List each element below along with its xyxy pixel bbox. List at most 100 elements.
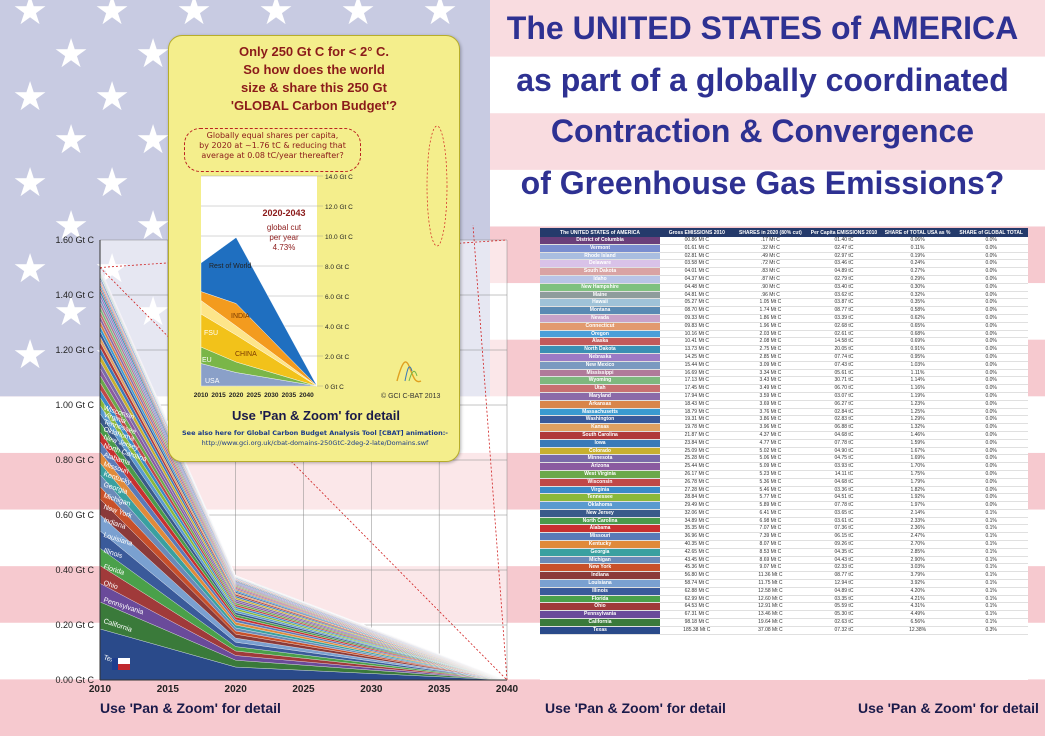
inset-cut-label: 4.73% bbox=[273, 243, 296, 252]
table-cell: 0.0% bbox=[954, 454, 1028, 464]
y-tick-label: 0.20 Gt C bbox=[55, 620, 94, 630]
table-cell: 26.78 Mt C bbox=[660, 478, 734, 487]
table-cell: 04.51 tC bbox=[807, 493, 881, 503]
table-cell: 0.1% bbox=[954, 618, 1028, 627]
table-cell: 1.86 Mt C bbox=[733, 314, 808, 323]
table-cell: 2.85% bbox=[880, 548, 955, 557]
table-row: Virginia 27.28 Mt C 5.46 Mt C 03.36 tC 1.82%… bbox=[540, 486, 1028, 495]
table-cell: 0.0% bbox=[954, 431, 1028, 440]
state-name-cell: Alaska bbox=[540, 337, 660, 347]
state-name-cell: Vermont bbox=[540, 244, 660, 253]
table-row: Kentucky 40.35 Mt C 8.07 Mt C 09.26 tC 2.70%… bbox=[540, 540, 1028, 549]
table-row: Massachusetts 18.79 Mt C 3.76 Mt C 02.84 tC… bbox=[540, 408, 1028, 417]
inset-url-link[interactable]: http://www.gci.org.uk/cbat-domains-250Gt… bbox=[201, 439, 429, 447]
table-cell: 0.24% bbox=[880, 259, 955, 269]
table-cell: 02.84 tC bbox=[807, 408, 881, 417]
table-cell: 0.1% bbox=[954, 524, 1028, 534]
pan-zoom-note-left[interactable]: Use 'Pan & Zoom' for detail bbox=[100, 700, 281, 716]
state-name-cell: Arkansas bbox=[540, 400, 660, 409]
table-cell: 0.0% bbox=[954, 400, 1028, 409]
table-cell: 0.0% bbox=[954, 353, 1028, 362]
inset-y-tick-label: 8.0 Gt C bbox=[325, 264, 350, 271]
table-row: New Jersey 32.06 Mt C 6.41 Mt C 03.65 tC 2.1… bbox=[540, 509, 1028, 518]
pan-zoom-note-middle[interactable]: Use 'Pan & Zoom' for detail bbox=[545, 700, 726, 716]
table-cell: 2.36% bbox=[880, 524, 955, 534]
global-regions-chart[interactable]: 0 Gt C 2.0 Gt C 4.0 Gt C 6.0 Gt C 8.0 Gt C 10… bbox=[169, 36, 459, 461]
table-cell: 0.3% bbox=[954, 626, 1028, 635]
table-cell: 3.49 Mt C bbox=[733, 384, 808, 393]
table-cell: 1.69% bbox=[880, 454, 955, 464]
table-cell: 0.0% bbox=[954, 259, 1028, 269]
table-cell: 3.69 Mt C bbox=[733, 400, 808, 409]
table-cell: 3.96 Mt C bbox=[733, 423, 808, 432]
table-cell: 0.11% bbox=[880, 244, 955, 253]
table-row: North Carolina 34.89 Mt C 6.98 Mt C 03.61 t… bbox=[540, 517, 1028, 526]
state-name-cell: Oklahoma bbox=[540, 501, 660, 510]
table-cell: 0.1% bbox=[954, 548, 1028, 557]
table-row: Minnesota 25.28 Mt C 5.06 Mt C 04.75 tC 1.69… bbox=[540, 454, 1028, 464]
table-cell: 12.60 Mt C bbox=[733, 595, 808, 604]
table-cell: 1.46% bbox=[880, 431, 955, 440]
inset-y-tick-label: 14.0 Gt C bbox=[325, 174, 353, 181]
y-tick-label: 0.00 Gt C bbox=[55, 675, 94, 685]
state-name-cell: Missouri bbox=[540, 532, 660, 542]
table-cell: 9.07 Mt C bbox=[733, 563, 808, 573]
table-cell: 35.35 Mt C bbox=[660, 524, 734, 534]
table-cell: 3.86 Mt C bbox=[733, 415, 808, 425]
state-name-cell: Florida bbox=[540, 595, 660, 604]
bubble-line-1: Globally equal shares per capita, bbox=[206, 131, 339, 140]
table-row: Illinois 62.88 Mt C 12.58 Mt C 04.89 tC 4.20… bbox=[540, 587, 1028, 596]
table-cell: 00.86 Mt C bbox=[660, 237, 734, 245]
table-cell: 0.1% bbox=[954, 571, 1028, 581]
table-cell: 1.92% bbox=[880, 493, 955, 503]
table-cell: 5.77 Mt C bbox=[733, 493, 808, 503]
state-name-cell: New York bbox=[540, 563, 660, 573]
inset-pan-zoom-note[interactable]: Use 'Pan & Zoom' for detail bbox=[232, 408, 400, 423]
table-cell: 0.0% bbox=[954, 291, 1028, 300]
state-name-cell: Maine bbox=[540, 291, 660, 300]
table-cell: 1.70% bbox=[880, 462, 955, 471]
table-row: Maryland 17.94 Mt C 3.59 Mt C 03.07 tC 1.19%… bbox=[540, 392, 1028, 401]
table-cell: 3.43 Mt C bbox=[733, 376, 808, 386]
table-cell: 0.0% bbox=[954, 345, 1028, 354]
table-row: Louisiana 58.74 Mt C 11.75 Mt C 12.94 tC 3.9… bbox=[540, 579, 1028, 588]
table-cell: 07.78 tC bbox=[807, 439, 881, 448]
table-cell: 1.19% bbox=[880, 392, 955, 401]
inset-region-label: INDIA bbox=[231, 313, 250, 320]
table-cell: 04.01 Mt C bbox=[660, 267, 734, 276]
table-cell: 01.61 Mt C bbox=[660, 244, 734, 253]
table-cell: 1.82% bbox=[880, 486, 955, 495]
flag-star-icon: ★ bbox=[12, 74, 48, 120]
x-tick-label: 2025 bbox=[292, 684, 315, 695]
table-cell: 1.79% bbox=[880, 478, 955, 487]
table-cell: 4.21% bbox=[880, 595, 955, 604]
table-cell: 06.70 tC bbox=[807, 384, 881, 393]
inset-y-tick-label: 4.0 Gt C bbox=[325, 324, 350, 331]
inset-region-area bbox=[200, 237, 318, 387]
state-name-cell: Delaware bbox=[540, 259, 660, 269]
inset-region-label: EU bbox=[202, 357, 212, 364]
state-name-cell: Tennessee bbox=[540, 493, 660, 503]
table-cell: 04.81 Mt C bbox=[660, 291, 734, 300]
table-row: South Dakota 04.01 Mt C .83 Mt C 04.89 tC 0.… bbox=[540, 267, 1028, 276]
global-budget-inset: Only 250 Gt C for < 2° C. So how does th… bbox=[168, 35, 460, 462]
table-cell: 13.46 Mt C bbox=[733, 610, 808, 620]
texas-flag-icon bbox=[112, 658, 118, 670]
table-cell: 12.91 Mt C bbox=[733, 602, 808, 612]
table-cell: 1.16% bbox=[880, 384, 955, 393]
pan-zoom-note-right[interactable]: Use 'Pan & Zoom' for detail bbox=[858, 700, 1039, 716]
y-tick-label: 1.00 Gt C bbox=[55, 400, 94, 410]
table-cell: 1.05 Mt C bbox=[733, 298, 808, 308]
table-cell: .17 Mt C bbox=[733, 237, 808, 245]
table-cell: 0.0% bbox=[954, 252, 1028, 261]
table-cell: 0.0% bbox=[954, 423, 1028, 432]
inset-region-label: Rest of World bbox=[209, 263, 251, 270]
flag-star-icon: ★ bbox=[12, 246, 48, 292]
table-cell: 1.75% bbox=[880, 470, 955, 479]
table-cell: 14.25 Mt C bbox=[660, 353, 734, 362]
table-row: New Mexico 15.44 Mt C 3.09 Mt C 07.43 tC 1.0… bbox=[540, 361, 1028, 370]
state-name-cell: Oregon bbox=[540, 330, 660, 339]
table-cell: 3.34 Mt C bbox=[733, 369, 808, 378]
table-row: Mississippi 16.69 Mt C 3.34 Mt C 05.61 tC 1.… bbox=[540, 369, 1028, 378]
table-cell: 42.65 Mt C bbox=[660, 548, 734, 557]
